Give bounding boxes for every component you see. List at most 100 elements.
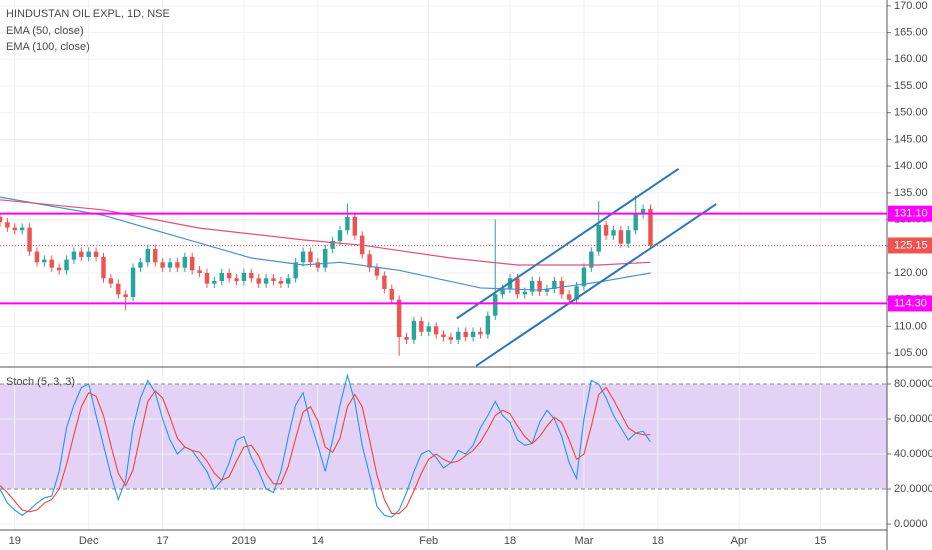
candle-body — [611, 230, 616, 236]
candle-body — [581, 267, 587, 287]
candle-body — [241, 272, 247, 281]
candle-body — [249, 272, 254, 279]
candle-body — [441, 334, 446, 338]
trend-line — [475, 203, 717, 367]
candle-body — [286, 278, 291, 284]
candle-body — [374, 267, 380, 276]
candle-body — [493, 294, 498, 316]
candle-body — [515, 278, 520, 295]
x-tick-label: 18 — [652, 535, 664, 547]
candle-body — [19, 227, 25, 231]
candle-body — [64, 259, 69, 271]
x-tick-label: 14 — [312, 535, 324, 547]
candle-body — [34, 251, 40, 263]
y-tick-label: 60.0000 — [894, 413, 932, 425]
candle-body — [108, 278, 114, 284]
candle-body — [42, 259, 47, 263]
candle-body — [145, 248, 151, 263]
x-tick-label: Apr — [731, 535, 748, 547]
y-tick-label: 120.00 — [894, 267, 928, 279]
candle-body — [470, 331, 476, 338]
x-tick-label: 15 — [814, 535, 826, 547]
candle-body — [640, 208, 646, 215]
candle-body — [167, 262, 173, 268]
candle-body — [160, 262, 165, 268]
x-tick-label: 19 — [9, 535, 21, 547]
candle-body — [574, 286, 579, 300]
candle-body — [478, 331, 483, 335]
candle-body — [300, 251, 306, 263]
y-tick-label: 170.00 — [894, 0, 928, 12]
x-tick-label: 18 — [504, 535, 516, 547]
y-tick-label: 165.00 — [894, 26, 928, 38]
candle-body — [463, 331, 468, 338]
candle-body — [175, 262, 180, 268]
candle-body — [116, 283, 121, 295]
candle-body — [426, 326, 431, 332]
candle-body — [529, 280, 535, 292]
candle-body — [485, 315, 491, 335]
candle-body — [263, 278, 269, 284]
stoch-line — [0, 386, 651, 515]
level-label: 114.30 — [894, 297, 927, 309]
candle-body — [234, 278, 239, 281]
candle-body — [411, 321, 417, 340]
y-tick-label: 20.0000 — [894, 483, 932, 495]
candle-body — [500, 289, 505, 295]
candle-body — [12, 227, 18, 231]
y-tick-label: 0.0000 — [894, 518, 928, 530]
level-label: 131.10 — [894, 208, 928, 220]
candle-body — [544, 289, 550, 292]
last-price-label: 125.15 — [894, 239, 928, 251]
candle-body — [0, 216, 3, 223]
candle-body — [315, 262, 321, 268]
candle-body — [123, 294, 128, 298]
candle-body — [419, 321, 424, 332]
candle-body — [367, 254, 372, 268]
candle-body — [448, 337, 454, 340]
candle-body — [404, 337, 409, 340]
candle-body — [130, 267, 136, 298]
candle-body — [389, 289, 394, 300]
candle-body — [603, 224, 609, 236]
level-label-box — [888, 205, 932, 222]
chart-title: HINDUSTAN OIL EXPL, 1D, NSE — [6, 8, 170, 20]
y-tick-label: 40.0000 — [894, 448, 932, 460]
candle-body — [522, 291, 528, 295]
candle-body — [433, 326, 439, 335]
y-tick-label: 80.0000 — [894, 378, 932, 390]
candle-body — [101, 256, 106, 279]
candle-body — [308, 251, 313, 263]
x-tick-label: Feb — [419, 535, 438, 547]
candle-body — [182, 256, 188, 268]
candle-body — [352, 216, 358, 236]
candle-body — [396, 299, 402, 338]
y-tick-label: 160.00 — [894, 53, 928, 65]
y-tick-label: 140.00 — [894, 160, 928, 172]
stoch-line — [0, 373, 651, 518]
candle-body — [153, 248, 158, 263]
candle-body — [633, 214, 638, 231]
candle-body — [323, 248, 328, 268]
candle-body — [566, 294, 572, 300]
legend-entry: EMA (50, close) — [6, 25, 84, 37]
candle-body — [93, 251, 99, 257]
candle-body — [293, 262, 298, 279]
y-tick-label: 110.00 — [894, 320, 927, 332]
candle-body — [337, 230, 343, 241]
last-price-box — [888, 237, 932, 254]
candle-body — [189, 256, 195, 271]
candle-body — [56, 267, 62, 271]
candle-body — [79, 251, 84, 257]
stoch-band — [0, 383, 887, 490]
x-tick-label: 17 — [156, 535, 168, 547]
y-tick-label: 135.00 — [894, 187, 928, 199]
candle-body — [256, 278, 261, 284]
x-tick-label: Mar — [574, 535, 593, 547]
candle-body — [537, 280, 542, 292]
level-label-box — [888, 295, 932, 312]
ema-line — [0, 196, 651, 291]
ema-line — [0, 199, 651, 266]
indicator-title: Stoch (5, 3, 3) — [6, 376, 75, 388]
